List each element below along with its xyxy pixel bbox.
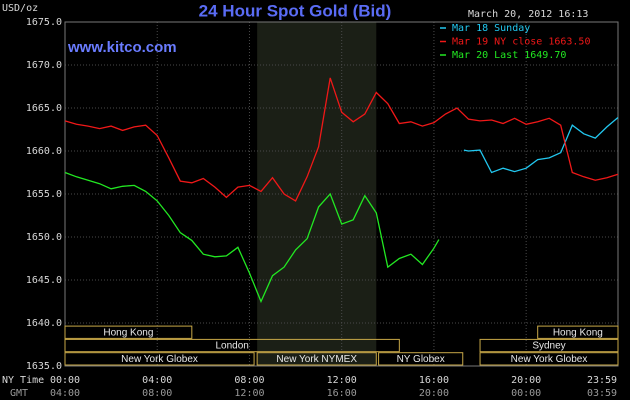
x-tick-label-gmt: 20:00 bbox=[419, 388, 449, 399]
x-tick-label-gmt: 00:00 bbox=[511, 388, 541, 399]
session-bar bbox=[64, 352, 255, 366]
x-tick-label: 00:00 bbox=[50, 375, 80, 386]
session-bar bbox=[256, 352, 377, 366]
y-tick-label: 1670.0 bbox=[26, 60, 62, 71]
timestamp: March 20, 2012 16:13 bbox=[468, 9, 588, 20]
x-row-label: NY Time bbox=[2, 375, 44, 386]
series-line bbox=[64, 77, 619, 202]
session-label: Hong Kong bbox=[103, 327, 153, 338]
legend-label: Mar 19 NY close 1663.50 bbox=[452, 37, 590, 48]
session-label: London bbox=[215, 341, 248, 352]
chart-title: 24 Hour Spot Gold (Bid) bbox=[199, 1, 392, 20]
y-tick-label: 1640.0 bbox=[26, 318, 62, 329]
legend-label: Mar 18 Sunday bbox=[452, 23, 530, 34]
y-tick-label: 1645.0 bbox=[26, 275, 62, 286]
y-tick-label: 1660.0 bbox=[26, 146, 62, 157]
y-tick-label: 1655.0 bbox=[26, 189, 62, 200]
x-tick-label: 04:00 bbox=[142, 375, 172, 386]
session-bar bbox=[479, 338, 619, 353]
plot-frame bbox=[64, 21, 619, 367]
x-tick-label-gmt: 16:00 bbox=[327, 388, 357, 399]
session-label: New York NYMEX bbox=[276, 354, 357, 365]
y-axis-label: USD/oz bbox=[2, 3, 38, 14]
y-tick-label: 1665.0 bbox=[26, 103, 62, 114]
x-tick-label-gmt: 12:00 bbox=[234, 388, 264, 399]
session-bar bbox=[537, 325, 619, 339]
x-tick-label-gmt: 03:59 bbox=[587, 388, 617, 399]
session-bar bbox=[378, 352, 464, 366]
session-bar bbox=[64, 325, 193, 339]
x-tick-label: 20:00 bbox=[511, 375, 541, 386]
y-tick-label: 1675.0 bbox=[26, 17, 62, 28]
series-line bbox=[463, 117, 619, 174]
session-label: New York Globex bbox=[121, 354, 198, 365]
session-label: New York Globex bbox=[511, 354, 588, 365]
y-tick-label: 1635.0 bbox=[26, 361, 62, 372]
x-tick-label-gmt: 04:00 bbox=[50, 388, 80, 399]
session-label: Sydney bbox=[532, 341, 565, 352]
session-bar bbox=[64, 338, 400, 353]
session-bar bbox=[479, 352, 619, 366]
x-tick-label: 16:00 bbox=[419, 375, 449, 386]
x-tick-label-gmt: 08:00 bbox=[142, 388, 172, 399]
session-label: Hong Kong bbox=[553, 327, 603, 338]
x-tick-label: 08:00 bbox=[234, 375, 264, 386]
series-line bbox=[64, 171, 440, 304]
x-row-label: GMT bbox=[10, 388, 28, 399]
session-label: NY Globex bbox=[397, 354, 445, 365]
x-tick-label: 12:00 bbox=[327, 375, 357, 386]
y-tick-label: 1650.0 bbox=[26, 232, 62, 243]
legend-label: Mar 20 Last 1649.70 bbox=[452, 50, 566, 61]
site-label: www.kitco.com bbox=[67, 39, 177, 56]
x-tick-label: 23:59 bbox=[587, 375, 617, 386]
